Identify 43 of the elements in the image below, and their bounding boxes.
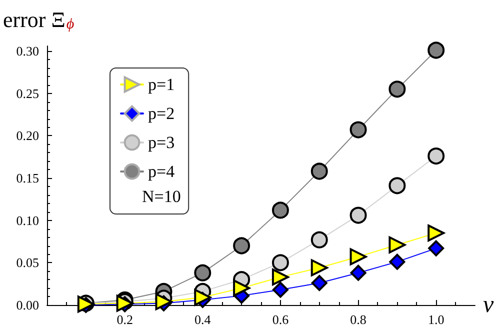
y-tick-label: 0.05: [16, 255, 39, 270]
point: [350, 121, 367, 138]
point: [388, 177, 406, 194]
x-tick-label: 0.2: [116, 312, 133, 327]
point: [272, 268, 289, 286]
y-axis-title: error Ξϕ: [3, 7, 74, 32]
point: [233, 237, 250, 254]
x-axis-title: ν: [483, 292, 494, 318]
point: [350, 248, 367, 266]
legend-label: p=3: [148, 133, 175, 152]
y-tick-label: 0.00: [16, 298, 39, 312]
point: [428, 224, 445, 242]
y-tick-label: 0.15: [16, 170, 39, 186]
point: [350, 206, 367, 224]
y-tick-label: 0.10: [16, 212, 39, 228]
point: [389, 254, 406, 270]
y-tick-label: 0.25: [16, 86, 39, 101]
point: [311, 274, 328, 291]
point: [310, 259, 328, 276]
point: [388, 80, 406, 98]
point: [194, 288, 212, 306]
point: [194, 264, 212, 282]
legend-title: N=10: [142, 187, 181, 206]
legend-label: p=4: [148, 162, 176, 181]
point: [272, 282, 288, 298]
x-tick-label: 1.0: [428, 312, 444, 327]
point: [310, 231, 328, 248]
x-tick-label: 0.8: [350, 312, 366, 327]
x-tick-label: 0.6: [272, 312, 290, 327]
point: [272, 202, 289, 219]
point: [428, 240, 444, 256]
x-tick-label: 0.4: [194, 312, 212, 327]
point: [310, 162, 328, 180]
y-tick-label: 0.20: [16, 128, 39, 144]
y-tick-label: 0.30: [16, 44, 39, 59]
point: [233, 280, 250, 297]
point: [272, 254, 289, 272]
point: [428, 148, 445, 165]
point: [388, 236, 406, 254]
legend-label: p=2: [148, 104, 175, 123]
point: [428, 42, 445, 59]
point: [350, 264, 366, 281]
legend-label: p=1: [148, 75, 175, 94]
